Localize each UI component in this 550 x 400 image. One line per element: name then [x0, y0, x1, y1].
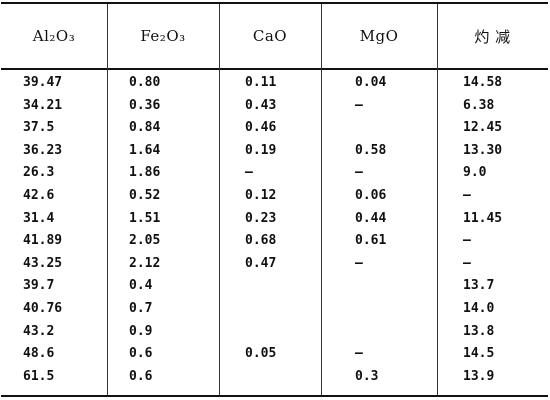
table-cell: 0.61 — [355, 233, 387, 249]
table-cell: — — [463, 188, 471, 203]
table-cell: 0.58 — [355, 142, 387, 158]
table-cell: — — [355, 97, 363, 113]
table-row: 39.7 0.4 13.7 — [1, 275, 548, 298]
table-row: 48.6 0.6 0.05 — 14.5 — [1, 343, 548, 366]
table-cell: — — [355, 346, 363, 362]
table-cell: — — [463, 255, 471, 271]
table-cell: 2.05 — [129, 233, 161, 249]
header-cao: CaO — [252, 27, 288, 45]
table-cell: 31.4 — [23, 210, 55, 226]
table-cell: 0.47 — [245, 255, 277, 271]
table-row: 43.2 0.9 13.8 — [1, 321, 548, 344]
table-cell: 0.6 — [129, 346, 153, 362]
table-row: 40.76 0.7 14.0 — [1, 298, 548, 321]
table-cell: 0.23 — [245, 210, 277, 226]
table-cell: 14.0 — [463, 301, 495, 316]
table-cell: 39.7 — [23, 278, 55, 294]
table-cell: 0.36 — [129, 97, 161, 113]
table-body: 39.47 0.80 0.11 0.04 14.58 34.21 0.36 0.43 — 6.38… — [1, 70, 548, 395]
table-cell: 0.06 — [355, 188, 387, 203]
header-fe2o3: Fe₂O₃ — [140, 27, 186, 45]
table-cell: 0.80 — [129, 75, 161, 90]
table-cell: 0.19 — [245, 142, 277, 158]
table-cell: 0.52 — [129, 188, 161, 203]
table-row: 26.3 1.86 — — 9.0 — [1, 162, 548, 185]
header-mgo: MgO — [359, 27, 399, 45]
table-cell: 0.3 — [355, 368, 379, 384]
table-row: 61.5 0.6 0.3 13.9 — [1, 366, 548, 389]
table-cell: 2.12 — [129, 255, 161, 271]
header-al2o3: Al₂O₃ — [32, 27, 76, 45]
table-cell: 14.5 — [463, 346, 495, 362]
table-row: 39.47 0.80 0.11 0.04 14.58 — [1, 72, 548, 95]
table-cell: 48.6 — [23, 346, 55, 362]
table-cell: 34.21 — [23, 97, 63, 113]
table-cell: 9.0 — [463, 165, 487, 181]
table-cell: 13.30 — [463, 142, 503, 158]
table-cell: — — [245, 165, 253, 181]
table-cell: 0.11 — [245, 75, 277, 90]
table-cell: 43.2 — [23, 323, 55, 339]
table-cell: — — [463, 233, 471, 249]
table-header: Al₂O₃ Fe₂O₃ CaO MgO 灼 减 — [1, 4, 548, 70]
table-cell: — — [355, 165, 363, 181]
table-cell: 0.04 — [355, 75, 387, 90]
header-loss-on-ignition: 灼 减 — [474, 27, 511, 46]
table-cell: 0.4 — [129, 278, 153, 294]
table-cell: 41.89 — [23, 233, 63, 249]
table-cell: 1.51 — [129, 210, 161, 226]
column-divider — [321, 4, 322, 395]
table-cell: 13.8 — [463, 323, 495, 339]
table-cell: 0.46 — [245, 120, 277, 136]
column-divider — [219, 4, 220, 395]
table-cell: 37.5 — [23, 120, 55, 136]
table-cell: 0.44 — [355, 210, 387, 226]
table-cell: — — [355, 255, 363, 271]
table-cell: 0.9 — [129, 323, 153, 339]
table-row: 31.4 1.51 0.23 0.44 11.45 — [1, 208, 548, 231]
table-cell: 26.3 — [23, 165, 55, 181]
table-cell: 43.25 — [23, 255, 63, 271]
table-cell: 40.76 — [23, 301, 63, 316]
table-row: 41.89 2.05 0.68 0.61 — — [1, 230, 548, 253]
table-cell: 0.84 — [129, 120, 161, 136]
table-cell: 12.45 — [463, 120, 503, 136]
table-cell: 13.9 — [463, 368, 495, 384]
table-cell: 0.12 — [245, 188, 277, 203]
table-cell: 36.23 — [23, 142, 63, 158]
table-row: 36.23 1.64 0.19 0.58 13.30 — [1, 140, 548, 163]
table-cell: 61.5 — [23, 368, 55, 384]
table-cell: 6.38 — [463, 97, 495, 113]
table-cell: 39.47 — [23, 75, 63, 90]
table-cell: 1.64 — [129, 142, 161, 158]
table-cell: 0.7 — [129, 301, 153, 316]
table-cell: 13.7 — [463, 278, 495, 294]
table-cell: 1.86 — [129, 165, 161, 181]
table-cell: 14.58 — [463, 75, 503, 90]
table-row: 43.25 2.12 0.47 — — — [1, 253, 548, 276]
table-row: 34.21 0.36 0.43 — 6.38 — [1, 95, 548, 118]
table-cell: 11.45 — [463, 210, 503, 226]
table-row: 37.5 0.84 0.46 12.45 — [1, 117, 548, 140]
table-cell: 0.68 — [245, 233, 277, 249]
table-row: 42.6 0.52 0.12 0.06 — — [1, 185, 548, 208]
table-cell: 0.43 — [245, 97, 277, 113]
table-cell: 0.6 — [129, 368, 153, 384]
table-cell: 0.05 — [245, 346, 277, 362]
table-cell: 42.6 — [23, 188, 55, 203]
column-divider — [107, 4, 108, 395]
column-divider — [437, 4, 438, 395]
